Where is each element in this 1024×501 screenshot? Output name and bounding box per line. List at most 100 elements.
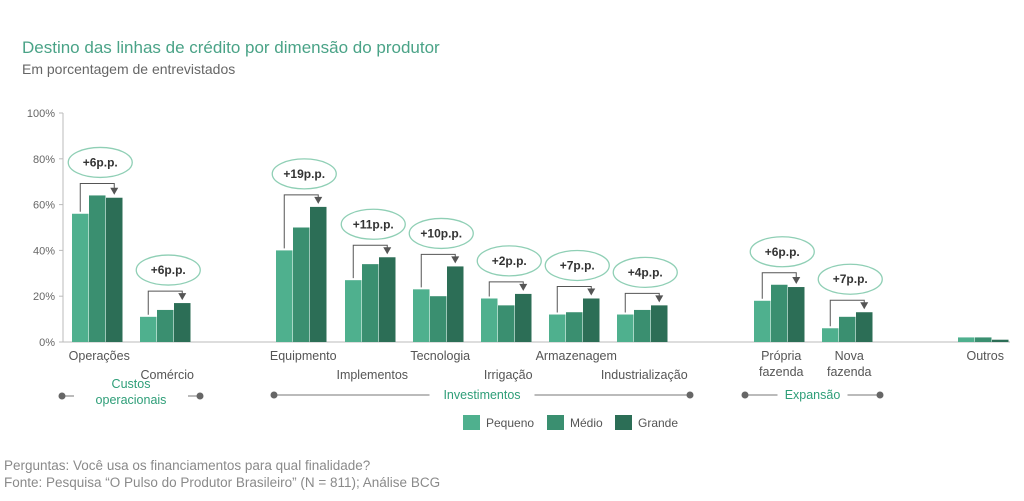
legend-label-pequeno: Pequeno (486, 416, 534, 430)
bar-propria-fazenda-pequeno (754, 300, 771, 342)
x-label-nova-fazenda: Nova fazenda (827, 349, 872, 379)
annotation-arrowhead (587, 288, 596, 296)
chart-subtitle: Em porcentagem de entrevistados (22, 61, 236, 77)
annotation-label: +6p.p. (765, 245, 800, 259)
x-label-comercio: Comércio (141, 368, 195, 382)
annotation-bracket (79, 182, 115, 212)
annotation-arrowhead (655, 295, 664, 303)
y-tick-label: 60% (33, 200, 55, 212)
annotation-label: +4p.p. (628, 265, 663, 279)
bar-comercio-medio (157, 309, 174, 342)
annotation-bubble (476, 245, 542, 277)
annotation-label: +10p.p. (420, 226, 462, 240)
annotation-bubble (749, 236, 815, 268)
bar-operacoes-medio (89, 195, 106, 342)
annotation-bubble (612, 256, 678, 289)
annotation-arrowhead (451, 256, 460, 264)
bar-tecnologia-grande (447, 266, 464, 342)
bar-implementos-grande (379, 257, 396, 342)
chart-footer: Perguntas: Você usa os financiamentos pa… (4, 457, 440, 491)
x-label-operacoes: Operações (69, 349, 130, 363)
y-tick-label: 0% (39, 337, 55, 349)
bar-implementos-pequeno (345, 280, 362, 342)
bar-industrializacao-medio (634, 309, 651, 342)
footer-source: Fonte: Pesquisa “O Pulso do Produtor Bra… (4, 475, 441, 490)
annotation-bubble (408, 217, 474, 250)
x-label-irrigacao: Irrigação (484, 368, 533, 382)
x-label-industrializacao: Industrialização (601, 368, 688, 382)
annotation-bubble (817, 263, 883, 295)
bar-operacoes-grande (106, 197, 123, 342)
bar-outros-grande (992, 339, 1009, 342)
annotation-label: +6p.p. (151, 263, 186, 277)
group-expansao-dot-left (741, 391, 749, 399)
x-label-propria-fazenda: Própria fazenda (759, 349, 804, 379)
annotation-label: +7p.p. (833, 272, 868, 286)
chart-title: Destino das linhas de crédito por dimens… (22, 38, 440, 57)
legend-label-grande: Grande (638, 416, 678, 430)
y-tick-label: 40% (33, 245, 55, 257)
bar-comercio-pequeno (140, 316, 157, 342)
bar-irrigacao-grande (515, 293, 532, 342)
bar-nova-fazenda-grande (856, 312, 873, 342)
y-tick-label: 80% (33, 154, 55, 166)
annotation-bracket (761, 272, 797, 299)
annotation-arrowhead (519, 283, 528, 291)
bar-nova-fazenda-pequeno (822, 328, 839, 342)
group-expansao-dot-right (876, 391, 884, 399)
annotation-bubble (544, 249, 610, 282)
bar-equipmento-medio (293, 227, 310, 342)
bar-industrializacao-pequeno (617, 314, 634, 342)
x-label-armazenagem: Armazenagem (536, 349, 617, 363)
annotation-arrowhead (792, 277, 801, 285)
x-label-equipmento: Equipmento (270, 349, 337, 363)
bar-equipmento-grande (310, 206, 327, 342)
annotation-bubble (135, 254, 201, 286)
bar-industrializacao-grande (651, 305, 668, 342)
bar-armazenagem-pequeno (549, 314, 566, 342)
group-investimentos-label: Investimentos (443, 388, 520, 402)
annotation-arrowhead (110, 187, 119, 195)
bar-operacoes-pequeno (72, 213, 89, 342)
bar-nova-fazenda-medio (839, 316, 856, 342)
bar-tecnologia-medio (430, 296, 447, 342)
bar-outros-medio (975, 337, 992, 342)
group-investimentos-dot-right (686, 391, 694, 399)
bar-chart: 0% 20% 40% 60% 80% 100% +6p.p. +6p.p. +19p.p. +1… (27, 108, 1010, 430)
legend-swatch-pequeno (463, 415, 480, 430)
group-custos-operacionais-dot-right (196, 392, 204, 400)
annotation-label: +6p.p. (83, 155, 118, 169)
bar-comercio-grande (174, 303, 191, 342)
x-label-outros: Outros (966, 349, 1004, 363)
bar-outros-pequeno (958, 337, 975, 342)
group-custos-operacionais-label: Custos operacionais (96, 377, 167, 407)
y-tick-label: 20% (33, 291, 55, 303)
annotation-arrowhead (860, 302, 869, 310)
group-investimentos-dot-left (270, 391, 278, 399)
bar-implementos-medio (362, 264, 379, 342)
annotation-arrowhead (314, 196, 323, 204)
bar-irrigacao-pequeno (481, 298, 498, 342)
bar-propria-fazenda-grande (788, 287, 805, 342)
legend-swatch-medio (547, 415, 564, 430)
legend-label-medio: Médio (570, 416, 603, 430)
group-expansao-label: Expansão (785, 388, 841, 402)
group-custos-operacionais-dot-left (58, 392, 66, 400)
annotation-label: +11p.p. (353, 217, 394, 231)
annotation-bubble (340, 208, 406, 240)
footer-question: Perguntas: Você usa os financiamentos pa… (4, 458, 371, 473)
annotation-arrowhead (383, 247, 392, 255)
annotation-label: +19p.p. (283, 167, 325, 181)
x-label-tecnologia: Tecnologia (410, 349, 470, 363)
annotation-label: +7p.p. (560, 258, 595, 272)
annotation-label: +2p.p. (492, 254, 527, 268)
annotation-bubble (67, 146, 133, 179)
annotation-bubble (271, 158, 337, 190)
bar-propria-fazenda-medio (771, 284, 788, 342)
y-tick-label: 100% (27, 108, 55, 120)
x-label-implementos: Implementos (336, 368, 408, 382)
legend-swatch-grande (615, 415, 632, 430)
bar-armazenagem-grande (583, 298, 600, 342)
bar-tecnologia-pequeno (413, 289, 430, 342)
bar-irrigacao-medio (498, 305, 515, 342)
